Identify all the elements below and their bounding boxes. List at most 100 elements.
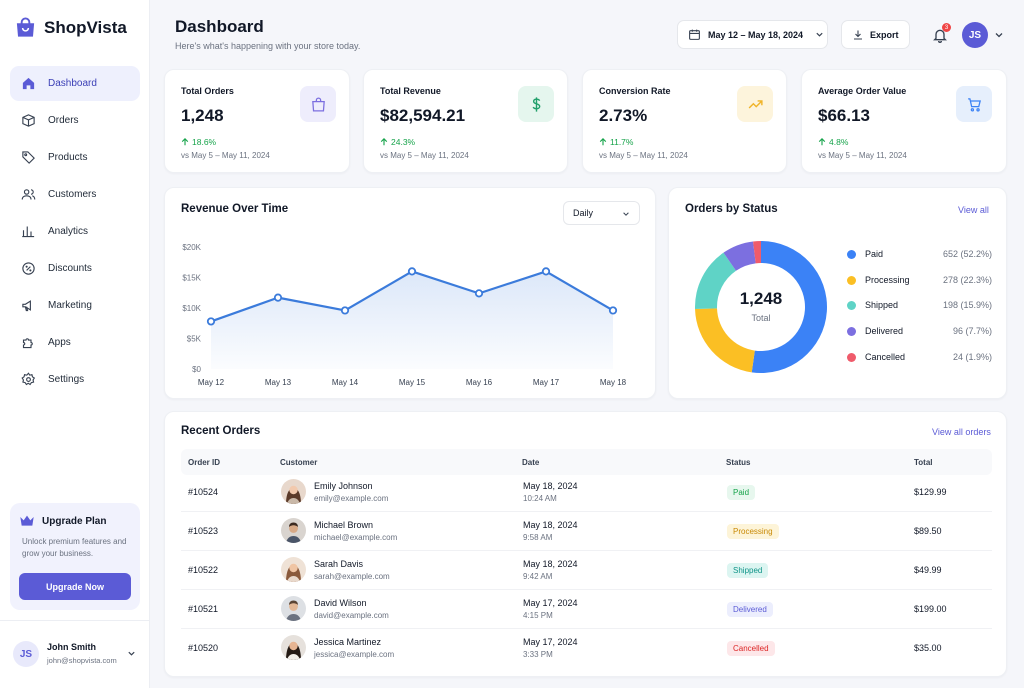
sidebar-item-marketing[interactable]: Marketing	[10, 288, 140, 323]
stat-label: Total Revenue	[380, 86, 441, 96]
recent-orders-card: Recent Orders View all orders Order ID C…	[164, 411, 1007, 677]
avatar[interactable]: JS	[962, 22, 988, 48]
date-range-picker[interactable]: May 12 – May 18, 2024	[677, 20, 828, 49]
table-row[interactable]: #10521 David Wilson david@example.com Ma…	[181, 590, 992, 629]
stat-delta-value: 24.3%	[391, 137, 416, 147]
view-all-link[interactable]: View all	[958, 205, 989, 215]
order-date: May 18, 2024	[523, 559, 578, 569]
legend-value: 198 (15.9%)	[942, 300, 992, 310]
revenue-point[interactable]	[608, 306, 618, 315]
box-icon	[22, 114, 35, 127]
stat-label: Conversion Rate	[599, 86, 671, 96]
donut-slice-paid[interactable]	[751, 241, 827, 373]
sidebar-item-analytics[interactable]: Analytics	[10, 214, 140, 249]
donut-slice-cancelled[interactable]	[753, 241, 761, 264]
donut-slice-processing[interactable]	[695, 308, 755, 373]
chevron-down-icon[interactable]	[127, 649, 136, 658]
dollar-icon	[532, 96, 540, 112]
stat-period: vs May 5 – May 11, 2024	[181, 151, 270, 160]
customer-avatar	[281, 557, 306, 582]
table-row[interactable]: #10520 Jessica Martinez jessica@example.…	[181, 629, 992, 668]
sidebar-item-label: Analytics	[48, 226, 89, 237]
sidebar-item-products[interactable]: Products	[10, 140, 140, 175]
table-row[interactable]: #10523 Michael Brown michael@example.com…	[181, 512, 992, 551]
legend-label: Processing	[865, 275, 910, 285]
donut-slice-shipped[interactable]	[695, 252, 737, 309]
stat-period: vs May 5 – May 11, 2024	[380, 151, 469, 160]
y-tick-label: $0	[192, 365, 201, 374]
customer-name: Emily Johnson	[314, 481, 373, 491]
stat-value: 2.73%	[599, 106, 648, 125]
legend-dot	[847, 275, 856, 285]
order-date: May 17, 2024	[523, 598, 578, 608]
column-header: Date	[522, 458, 540, 467]
granularity-select[interactable]: Daily	[563, 201, 640, 225]
shopping-bag-logo-icon	[16, 17, 35, 37]
arrow-up-icon	[181, 138, 189, 146]
stat-delta-value: 11.7%	[610, 137, 634, 147]
status-badge: Processing	[727, 524, 779, 539]
sidebar-item-apps[interactable]: Apps	[10, 325, 140, 360]
stat-delta-value: 4.8%	[829, 137, 849, 147]
y-tick-label: $10K	[182, 304, 201, 313]
donut-slice-delivered[interactable]	[723, 241, 756, 271]
sidebar-item-dashboard[interactable]: Dashboard	[10, 66, 140, 101]
stat-delta-value: 18.6%	[192, 137, 217, 147]
revenue-point[interactable]	[206, 317, 216, 326]
date-range-label: May 12 – May 18, 2024	[708, 29, 804, 40]
customer-name: Michael Brown	[314, 520, 374, 530]
brand[interactable]: ShopVista	[14, 16, 127, 40]
order-date: May 17, 2024	[523, 637, 578, 647]
customer-email: jessica@example.com	[314, 650, 395, 659]
revenue-point[interactable]	[273, 293, 283, 302]
sidebar-item-label: Orders	[48, 115, 79, 126]
view-all-orders-link[interactable]: View all orders	[932, 427, 991, 437]
revenue-line-chart: $0 $5K $10K $15K $20K May 12 May 13 May 14 May 1…	[182, 243, 627, 387]
order-time: 4:15 PM	[523, 611, 553, 620]
order-total: $35.00	[914, 643, 942, 653]
revenue-point[interactable]	[541, 267, 551, 276]
bell-icon[interactable]	[932, 27, 948, 43]
sidebar-item-label: Marketing	[48, 300, 92, 311]
sidebar-item-customers[interactable]: Customers	[10, 177, 140, 212]
order-time: 9:58 AM	[523, 533, 553, 542]
x-tick-label: May 18	[600, 378, 627, 387]
sidebar-item-discounts[interactable]: Discounts	[10, 251, 140, 286]
revenue-point[interactable]	[340, 306, 350, 315]
customer-name: David Wilson	[314, 598, 367, 608]
sidebar-item-orders[interactable]: Orders	[10, 103, 140, 138]
legend-item-cancelled: Cancelled 24 (1.9%)	[847, 350, 992, 364]
y-tick-label: $20K	[182, 243, 201, 252]
sidebar-item-label: Dashboard	[48, 78, 97, 89]
stat-period: vs May 5 – May 11, 2024	[818, 151, 907, 160]
donut-center-label: Total	[751, 313, 771, 323]
chevron-down-icon[interactable]	[994, 30, 1004, 40]
sidebar-item-settings[interactable]: Settings	[10, 362, 140, 397]
puzzle-icon	[22, 338, 33, 349]
y-tick-label: $15K	[182, 274, 201, 283]
legend-dot	[847, 352, 856, 362]
discount-icon	[22, 262, 35, 275]
revenue-point[interactable]	[407, 267, 417, 276]
stat-delta: 24.3%	[380, 137, 415, 147]
crown-icon	[20, 515, 34, 526]
legend-item-delivered: Delivered 96 (7.7%)	[847, 324, 992, 338]
table-row[interactable]: #10522 Sarah Davis sarah@example.com May…	[181, 551, 992, 590]
donut-center-value: 1,248	[739, 289, 783, 308]
legend-value: 652 (52.2%)	[942, 249, 992, 259]
legend-label: Paid	[865, 249, 884, 259]
user-profile[interactable]: JS John Smith john@shopvista.com	[0, 620, 150, 688]
export-button[interactable]: Export	[841, 20, 910, 49]
status-badge: Shipped	[727, 563, 769, 578]
home-icon	[22, 77, 35, 90]
column-header: Customer	[280, 458, 318, 467]
legend-label: Shipped	[865, 300, 899, 310]
page-title: Dashboard	[175, 17, 264, 36]
upgrade-now-button[interactable]: Upgrade Now	[19, 573, 131, 600]
orders-status-donut-chart	[695, 241, 827, 373]
page-subtitle: Here's what's happening with your store …	[175, 41, 361, 51]
brand-name: ShopVista	[44, 18, 127, 37]
stat-icon-box	[300, 86, 336, 122]
revenue-point[interactable]	[474, 289, 484, 298]
table-row[interactable]: #10524 Emily Johnson emily@example.com M…	[181, 473, 992, 512]
